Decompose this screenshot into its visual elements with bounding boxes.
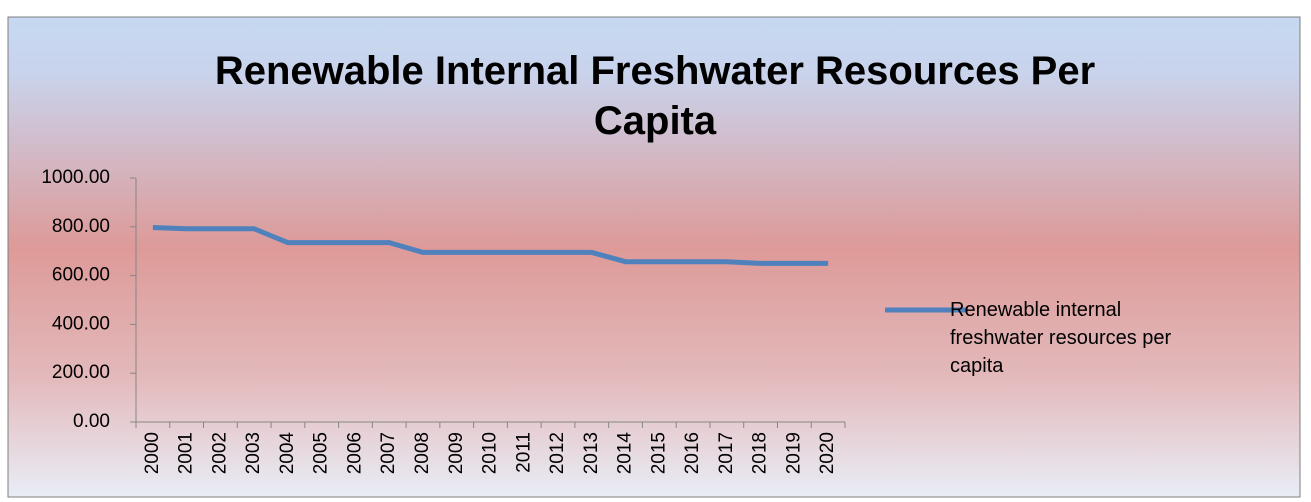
y-tick-label: 0.00 — [73, 411, 110, 432]
x-tick-label: 2001 — [176, 432, 197, 474]
x-tick-label: 2018 — [750, 432, 771, 474]
x-tick-label: 2000 — [142, 432, 163, 474]
x-tick-label: 2002 — [209, 432, 230, 474]
x-tick-label: 2015 — [648, 432, 669, 474]
x-tick-label: 2010 — [480, 432, 501, 474]
x-tick-label: 2005 — [311, 432, 332, 474]
y-tick-label: 400.00 — [52, 313, 110, 334]
x-tick-label: 2008 — [412, 432, 433, 474]
y-tick-label: 200.00 — [52, 362, 110, 383]
x-tick-label: 2006 — [344, 432, 365, 474]
x-tick-label: 2007 — [378, 432, 399, 474]
x-tick-label: 2004 — [277, 432, 298, 475]
x-tick-label: 2017 — [716, 432, 737, 474]
y-tick-label: 1000.00 — [41, 167, 110, 188]
x-tick-label: 2016 — [682, 432, 703, 474]
x-tick-label: 2003 — [243, 432, 264, 474]
x-tick-label: 2009 — [446, 432, 467, 474]
x-tick-label: 2019 — [783, 432, 804, 474]
x-tick-label: 2013 — [581, 432, 602, 474]
x-tick-label: 2012 — [547, 432, 568, 474]
x-tick-label: 2011 — [513, 432, 534, 473]
x-tick-label: 2020 — [817, 432, 838, 474]
y-tick-label: 600.00 — [52, 265, 110, 286]
chart-background — [7, 16, 1301, 498]
y-tick-label: 800.00 — [52, 216, 110, 237]
legend-label: Renewable internal freshwater resources … — [950, 299, 1172, 377]
x-tick-label: 2014 — [615, 432, 636, 475]
chart-title: Renewable Internal Freshwater Resources … — [215, 49, 1095, 143]
line-series — [152, 225, 829, 266]
